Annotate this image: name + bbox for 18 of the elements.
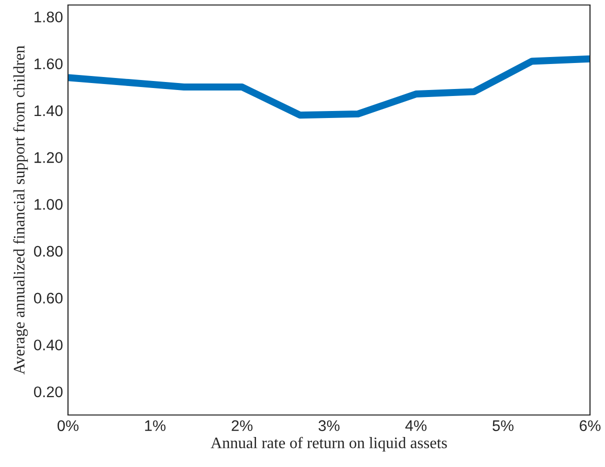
y-tick-label: 1.20: [34, 152, 63, 163]
x-tick-label: 0%: [58, 420, 78, 432]
x-axis-title: Annual rate of return on liquid assets: [210, 436, 447, 452]
y-tick-label: 0.60: [34, 292, 63, 304]
y-tick-label: 0.80: [34, 246, 63, 257]
x-tick-label: 4%: [405, 420, 426, 432]
y-tick-label: 1.80: [34, 12, 63, 22]
x-tick-label: 6%: [580, 420, 600, 432]
y-tick-label: 0.40: [34, 340, 63, 350]
x-tick-label: 3%: [318, 420, 340, 432]
x-tick-label: 1%: [145, 420, 166, 432]
y-tick-label: 1.40: [34, 105, 63, 116]
y-axis-title: Average annualized financial support from children: [13, 46, 28, 374]
x-tick-label: 2%: [232, 420, 252, 432]
y-tick-label: 1.00: [34, 199, 63, 210]
x-tick-label: 5%: [492, 420, 514, 432]
y-tick-label: 0.20: [34, 386, 63, 398]
y-tick-label: 1.60: [34, 58, 63, 70]
